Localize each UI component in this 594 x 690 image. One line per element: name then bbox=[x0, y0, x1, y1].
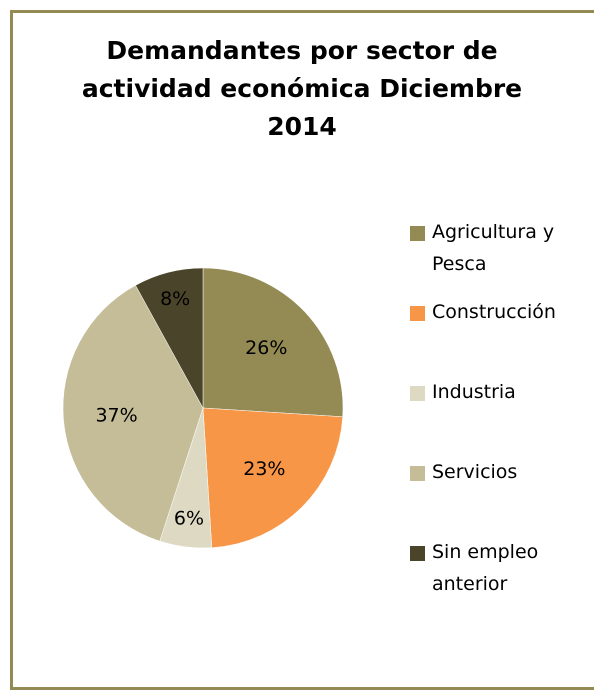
data-label: 37% bbox=[95, 405, 137, 427]
legend-swatch bbox=[410, 306, 425, 321]
legend-item: Sin empleo anterior bbox=[410, 536, 590, 616]
legend-label: Construcción bbox=[432, 301, 556, 323]
pie-slice bbox=[202, 267, 344, 418]
legend-label: Servicios bbox=[432, 461, 518, 483]
chart-title: Demandantes por sector de actividad econ… bbox=[81, 36, 523, 141]
legend-label: Industria bbox=[432, 381, 516, 403]
pie-slice bbox=[135, 267, 204, 409]
legend-item: Industria bbox=[410, 376, 590, 456]
legend-swatch bbox=[410, 386, 425, 401]
legend-label: Agricultura y Pesca bbox=[432, 221, 555, 275]
legend-swatch bbox=[410, 546, 425, 561]
data-label: 23% bbox=[243, 458, 285, 480]
pie-slice bbox=[202, 407, 343, 548]
page: Demandantes por sector de actividad econ… bbox=[10, 10, 594, 690]
legend-item: Agricultura y Pesca bbox=[410, 216, 590, 296]
legend-item: Servicios bbox=[410, 456, 590, 536]
data-label: 6% bbox=[174, 508, 204, 530]
legend-swatch bbox=[410, 466, 425, 481]
data-label: 26% bbox=[245, 337, 287, 359]
chart: 26% 23% 6% 37% 8% bbox=[62, 267, 344, 549]
data-label: 8% bbox=[160, 288, 190, 310]
legend-item: Construcción bbox=[410, 296, 590, 376]
legend-swatch bbox=[410, 226, 425, 241]
pie-slice bbox=[62, 284, 204, 542]
legend: Agricultura y Pesca Construcción Industria… bbox=[410, 216, 590, 616]
legend-label: Sin empleo anterior bbox=[432, 541, 539, 595]
